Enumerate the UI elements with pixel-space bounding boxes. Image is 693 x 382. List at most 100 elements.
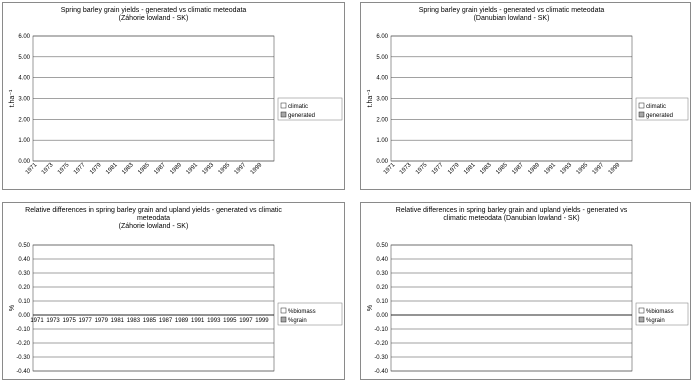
chart-title-line: (Záhorie lowland - SK) [119, 15, 189, 22]
y-tick-label: -0.10 [16, 327, 30, 333]
legend: climatic generated [635, 97, 689, 121]
x-tick-label: 1999 [608, 162, 622, 176]
x-tick-label: 1997 [239, 318, 253, 324]
y-tick-label: 3.00 [18, 97, 30, 103]
y-tick-label: 2.00 [18, 117, 30, 123]
legend-label: climatic [288, 104, 308, 110]
plot-area [32, 244, 275, 372]
x-tick-label: 1977 [431, 162, 445, 176]
y-axis-label: % [9, 305, 16, 311]
x-tick-label: 1993 [559, 162, 573, 176]
legend-swatch [638, 102, 645, 109]
y-tick-label: -0.20 [16, 341, 30, 347]
x-tick-label: 1991 [543, 162, 557, 176]
y-tick-label: 3.00 [376, 97, 388, 103]
y-tick-label: 0.30 [18, 271, 30, 277]
x-tick-label: 1987 [159, 318, 173, 324]
x-tick-label: 1983 [127, 318, 141, 324]
legend-swatch [280, 307, 287, 314]
y-tick-label: -0.40 [16, 369, 30, 375]
y-tick-label: 2.00 [376, 117, 388, 123]
x-tick-label: 1973 [46, 318, 60, 324]
y-tick-label: 5.00 [376, 55, 388, 61]
x-tick-label: 1989 [169, 162, 183, 176]
difference-chart-danubian-svg: Relative differences in spring barley gr… [367, 207, 689, 375]
x-tick-label: 1987 [511, 162, 525, 176]
legend-swatch [280, 316, 287, 323]
legend-box [635, 302, 689, 326]
x-tick-label: 1991 [191, 318, 205, 324]
y-tick-label: 1.00 [18, 138, 30, 144]
x-tick-label: 1985 [495, 162, 509, 176]
x-tick-label: 1989 [527, 162, 541, 176]
y-tick-label: 0.50 [18, 243, 30, 249]
x-tick-label: 1985 [143, 318, 157, 324]
legend: climatic generated [277, 97, 343, 121]
legend-box [277, 302, 343, 326]
x-tick-label: 1979 [447, 162, 461, 176]
y-tick-label: 1.00 [376, 138, 388, 144]
legend-swatch [280, 102, 287, 109]
yield-chart-danubian: Spring barley grain yields - generated v… [360, 2, 691, 190]
legend: %biomass %grain [277, 302, 343, 326]
chart-title-line: meteodata [137, 215, 170, 222]
difference-chart-danubian: Relative differences in spring barley gr… [360, 202, 691, 380]
x-tick-label: 1981 [463, 162, 477, 176]
chart-title-line: Spring barley grain yields - generated v… [419, 7, 605, 14]
y-tick-label: 0.20 [18, 285, 30, 291]
plot-area [390, 244, 633, 372]
y-tick-label: 0.40 [376, 257, 388, 263]
difference-chart-zahorie: Relative differences in spring barley gr… [2, 202, 345, 380]
y-tick-label: 6.00 [18, 34, 30, 40]
x-tick-label: 1987 [153, 162, 167, 176]
chart-title-line: Relative differences in spring barley gr… [25, 207, 282, 214]
x-tick-label: 1995 [218, 162, 232, 176]
y-tick-label: 0.00 [376, 313, 388, 319]
x-tick-label: 1977 [73, 162, 87, 176]
y-tick-label: 0.10 [18, 299, 30, 305]
y-tick-label: 0.50 [376, 243, 388, 249]
y-tick-label: 0.20 [376, 285, 388, 291]
y-tick-label: -0.40 [374, 369, 388, 375]
x-tick-label: 1983 [121, 162, 135, 176]
y-tick-label: -0.30 [374, 355, 388, 361]
difference-chart-zahorie-svg: Relative differences in spring barley gr… [9, 207, 343, 375]
x-tick-label: 1977 [79, 318, 93, 324]
y-tick-label: 4.00 [376, 76, 388, 82]
chart-title-line: Relative differences in spring barley gr… [396, 207, 628, 214]
x-tick-label: 1979 [95, 318, 109, 324]
y-tick-label: 0.30 [376, 271, 388, 277]
chart-title-line: (Danubian lowland - SK) [474, 15, 550, 22]
x-tick-label: 1991 [185, 162, 199, 176]
y-axis-label: t.ha⁻¹ [9, 89, 16, 107]
x-tick-label: 1985 [137, 162, 151, 176]
legend-swatch [280, 111, 287, 118]
x-tick-label: 1983 [479, 162, 493, 176]
y-axis-label: t.ha⁻¹ [367, 89, 374, 107]
y-tick-label: 6.00 [376, 34, 388, 40]
chart-title-line: (Záhorie lowland - SK) [119, 223, 189, 230]
legend-box [277, 97, 343, 121]
x-tick-label: 1995 [576, 162, 590, 176]
legend-label: %biomass [646, 309, 674, 315]
x-tick-label: 1981 [105, 162, 119, 176]
legend-label: %grain [288, 318, 307, 324]
x-tick-label: 1999 [255, 318, 269, 324]
y-tick-label: 5.00 [18, 55, 30, 61]
x-tick-label: 1975 [57, 162, 71, 176]
x-tick-label: 1997 [234, 162, 248, 176]
x-tick-label: 1981 [111, 318, 125, 324]
x-tick-label: 1971 [30, 318, 44, 324]
x-tick-label: 1993 [207, 318, 221, 324]
y-tick-label: 0.00 [376, 159, 388, 165]
x-tick-label: 1975 [62, 318, 76, 324]
legend-label: climatic [646, 104, 666, 110]
chart-title-line: climatic meteodata (Danubian lowland - S… [443, 215, 579, 222]
x-tick-label: 1993 [201, 162, 215, 176]
yield-chart-zahorie-svg: Spring barley grain yields - generated v… [9, 7, 343, 176]
x-tick-label: 1973 [41, 162, 55, 176]
legend-swatch [638, 307, 645, 314]
y-tick-label: 4.00 [18, 76, 30, 82]
x-tick-label: 1989 [175, 318, 189, 324]
yield-chart-zahorie: Spring barley grain yields - generated v… [2, 2, 345, 190]
